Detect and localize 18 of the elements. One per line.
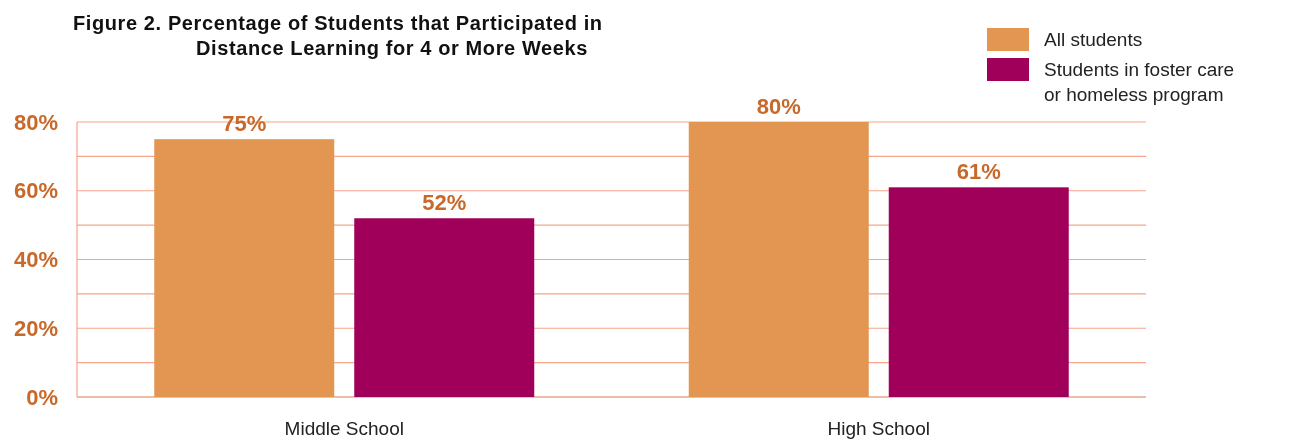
data-label: 80% — [756, 94, 801, 119]
bar — [154, 139, 335, 397]
legend-label: Students in foster care or homeless program — [1044, 59, 1235, 105]
bar — [888, 187, 1069, 397]
bar — [354, 218, 535, 397]
x-tick-label: High School — [827, 418, 930, 439]
y-tick-label: 40% — [13, 247, 58, 273]
x-tick-label: Middle School — [284, 418, 404, 439]
y-tick-label: 0% — [26, 384, 58, 410]
chart-title: Figure 2. Percentage of Students that Participated in Distance Learning for 4 or More Weeks — [73, 12, 603, 59]
legend-label: All students — [1044, 29, 1143, 50]
y-tick-label: 80% — [13, 109, 58, 135]
bar — [688, 122, 869, 397]
data-label: 61% — [956, 159, 1001, 185]
data-label: 52% — [422, 190, 467, 216]
y-tick-label: 60% — [13, 178, 58, 204]
data-label: 75% — [222, 111, 267, 137]
y-tick-label: 20% — [13, 315, 58, 341]
